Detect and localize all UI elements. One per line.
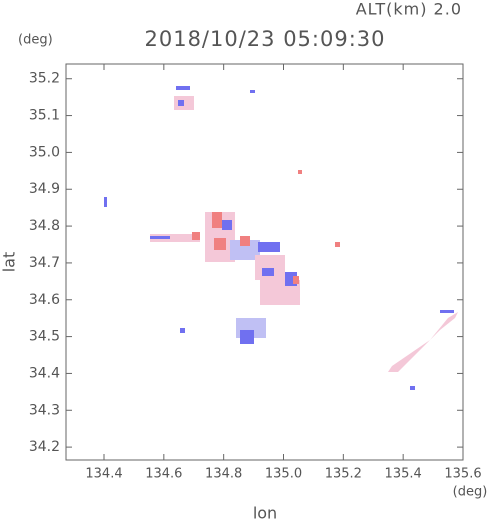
- y-tick-label: 34.2: [29, 439, 60, 455]
- echo: [410, 386, 415, 390]
- echo: [258, 242, 280, 252]
- y-tick-label: 35.0: [29, 144, 60, 160]
- x-axis-label: lon: [253, 504, 277, 521]
- echo: [104, 197, 107, 207]
- echo: [240, 236, 250, 246]
- echo: [150, 236, 170, 239]
- y-tick-label: 34.6: [29, 292, 60, 308]
- y-tick-label: 34.7: [29, 255, 60, 271]
- x-tick-label: 134.8: [205, 467, 242, 482]
- y-tick-label: 34.3: [29, 402, 60, 418]
- x-tick-label: 135.6: [444, 467, 481, 482]
- x-tick-label: 134.6: [145, 467, 182, 482]
- echo: [214, 238, 226, 250]
- echo: [388, 312, 458, 372]
- echo: [176, 86, 190, 90]
- y-unit: (deg): [18, 33, 53, 48]
- y-tick-label: 34.4: [29, 365, 60, 381]
- echo-clusters: [104, 86, 458, 390]
- echo: [255, 255, 285, 280]
- echo: [298, 170, 302, 174]
- x-tick-label: 135.0: [265, 467, 302, 482]
- echo: [262, 268, 274, 276]
- y-axis-label: lat: [0, 252, 19, 273]
- echo: [250, 90, 255, 93]
- x-unit: (deg): [453, 485, 488, 500]
- echo: [150, 234, 200, 242]
- x-tick-label: 135.4: [385, 467, 422, 482]
- echo: [240, 330, 254, 344]
- y-tick-label: 34.9: [29, 181, 60, 197]
- plot-frame: [65, 63, 464, 461]
- y-tick-label: 34.5: [29, 329, 60, 345]
- y-tick-label: 35.1: [29, 108, 60, 124]
- echo: [230, 240, 260, 260]
- echo: [293, 276, 299, 284]
- y-tick-label: 34.8: [29, 218, 60, 234]
- echo: [440, 310, 454, 313]
- x-tick-label: 134.4: [85, 467, 122, 482]
- y-tick-label: 35.2: [29, 71, 60, 87]
- echo: [180, 328, 185, 333]
- echo: [178, 100, 184, 106]
- echo: [335, 242, 340, 247]
- echo: [192, 232, 200, 240]
- echo: [212, 212, 222, 228]
- altitude-label: ALT(km) 2.0: [356, 0, 462, 19]
- chart-title: 2018/10/23 05:09:30: [144, 27, 385, 51]
- x-tick-label: 135.2: [325, 467, 362, 482]
- echo: [222, 220, 232, 230]
